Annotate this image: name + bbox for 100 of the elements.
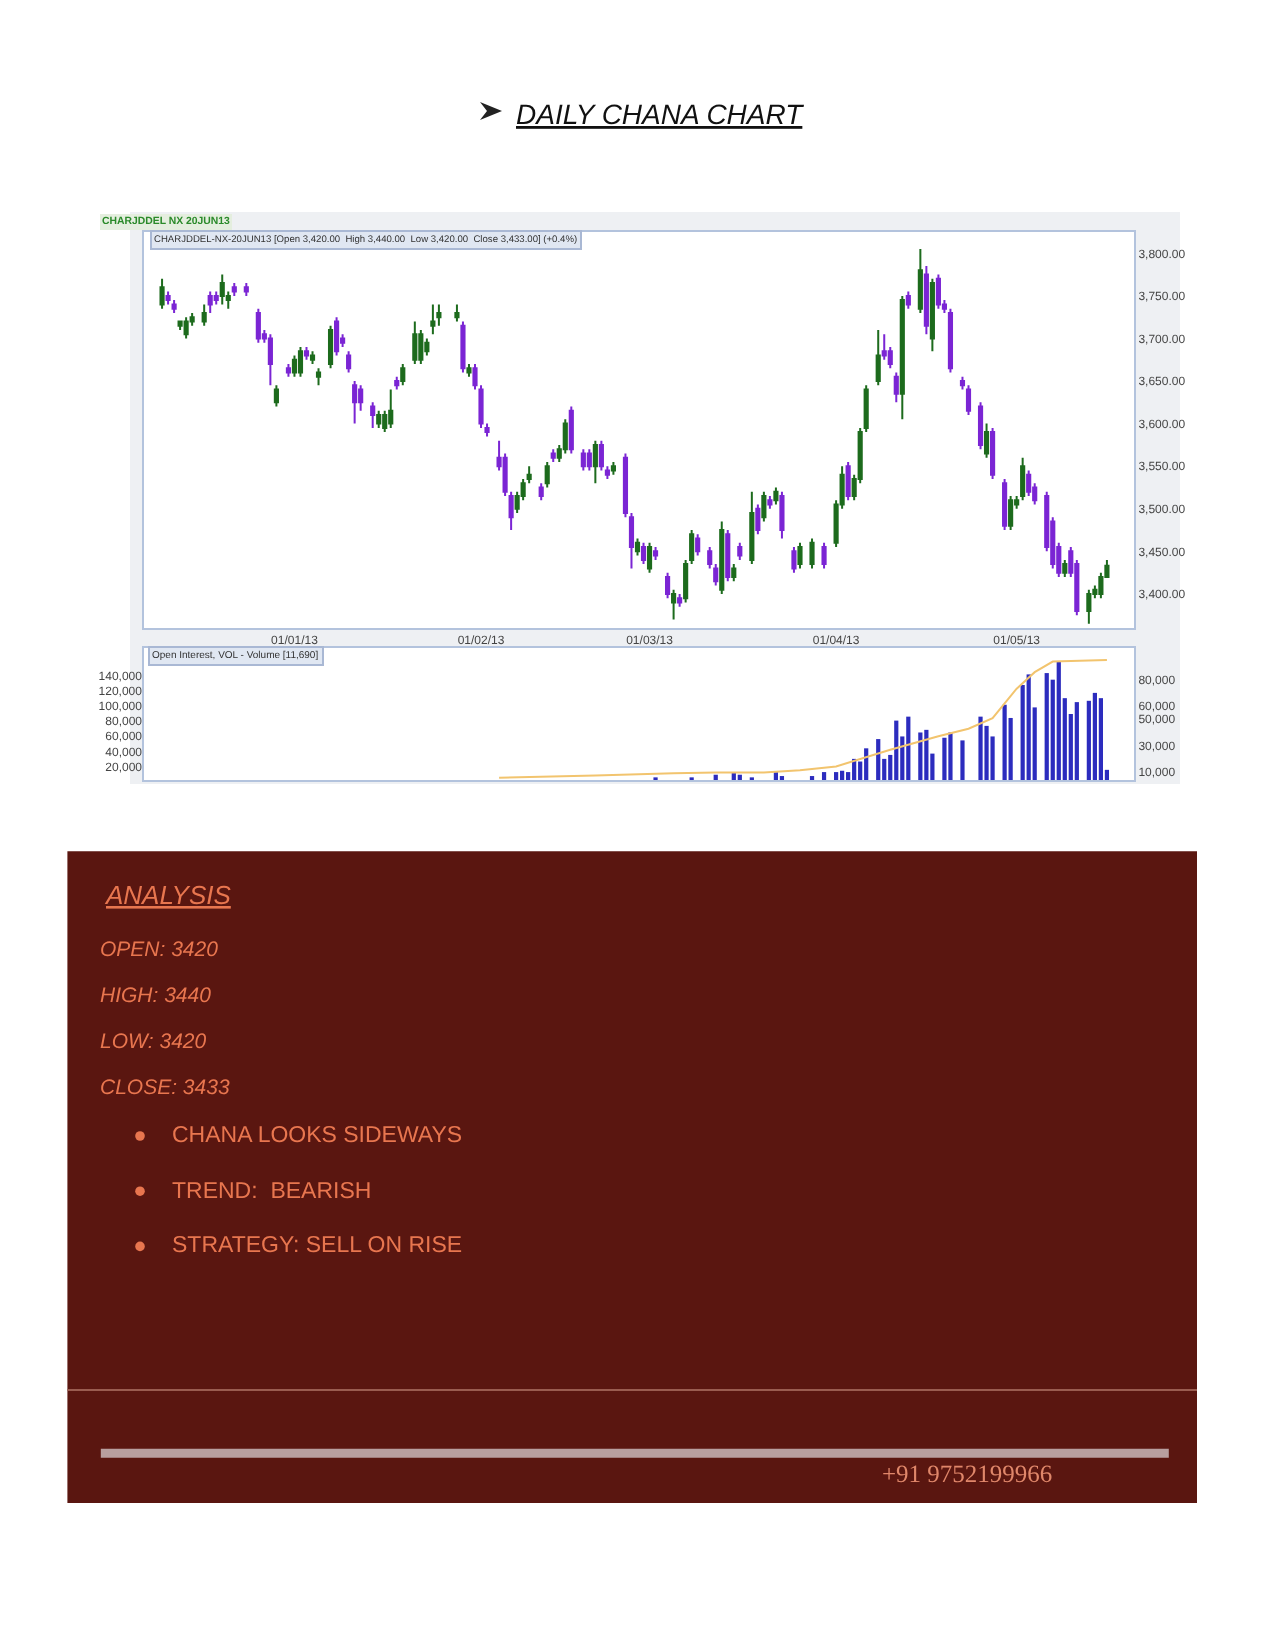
candlestick [634, 537, 641, 557]
candlestick [460, 320, 466, 374]
candlestick [376, 409, 382, 429]
text: +91 9752199966 [882, 1460, 1053, 1488]
candlestick [1026, 469, 1032, 497]
candlestick [177, 320, 183, 331]
candlestick [990, 426, 996, 480]
candlestick [965, 384, 972, 417]
text: CLOSE: 3433 [100, 1076, 230, 1100]
candlestick [400, 363, 406, 387]
candlestick [749, 490, 755, 566]
candlestick [418, 328, 424, 365]
candlestick [165, 290, 171, 306]
candlestick [267, 333, 273, 387]
candlestick [544, 460, 550, 489]
candlestick [213, 290, 219, 306]
candlestick [646, 541, 653, 574]
candlestick [881, 333, 887, 361]
candlestick [592, 439, 598, 485]
candlestick [737, 541, 743, 561]
text: HIGH: 3440 [100, 984, 212, 1008]
candlestick [562, 418, 568, 455]
candlestick [665, 571, 671, 600]
chart-title: DAILY CHANA CHART [516, 98, 806, 130]
candlestick [899, 294, 905, 421]
candlestick [207, 290, 213, 314]
candlestick [797, 541, 803, 570]
candlestick [1002, 477, 1008, 532]
candlestick [893, 371, 899, 404]
candlestick [309, 350, 316, 365]
candlestick [352, 380, 358, 425]
candlestick [791, 546, 797, 574]
candlestick [273, 384, 279, 408]
candlestick [767, 495, 773, 510]
candlestick [370, 401, 376, 429]
candlestick [436, 303, 442, 327]
candlestick [731, 563, 737, 583]
text: STRATEGY: SELL ON RISE [172, 1234, 463, 1258]
candlestick [454, 303, 460, 323]
candlestick [905, 290, 911, 310]
candlestick [761, 490, 767, 523]
candlestick [923, 265, 929, 336]
candlestick [983, 422, 990, 459]
candlestick [929, 277, 935, 353]
candlestick [809, 537, 815, 570]
candlestick [695, 533, 701, 557]
candlestick [219, 273, 225, 306]
candlestick [424, 337, 430, 357]
candlestick [315, 367, 322, 387]
candlestick [346, 350, 352, 374]
text: LOW: 3420 [100, 1030, 207, 1054]
candlestick [773, 486, 779, 506]
text: TREND: BEARISH [172, 1180, 372, 1204]
candlestick [947, 307, 954, 374]
candlestick [610, 460, 616, 476]
text: ANALYSIS [104, 880, 232, 910]
candlestick [580, 448, 586, 472]
candlestick [598, 439, 604, 472]
candlestick [875, 328, 881, 387]
candlestick [550, 448, 556, 463]
candlestick [671, 588, 677, 621]
candlestick [1020, 456, 1026, 502]
candlestick [1008, 495, 1014, 532]
candlestick [917, 248, 923, 314]
candlestick [327, 324, 334, 370]
candlestick [159, 277, 165, 310]
candlestick [334, 316, 340, 357]
candlestick [845, 460, 851, 502]
candlestick [388, 388, 394, 429]
candlestick [297, 345, 304, 378]
candlestick [821, 541, 827, 570]
text: CHANA LOOKS SIDEWAYS [172, 1124, 463, 1148]
candlestick [725, 529, 731, 583]
candlestick [285, 363, 292, 378]
candlestick [201, 303, 207, 327]
candlestick [1062, 558, 1068, 578]
candlestick [719, 520, 725, 595]
candlestick [755, 503, 761, 536]
candlestick [779, 490, 785, 540]
candlestick [640, 541, 647, 566]
candlestick [586, 448, 592, 472]
text: OPEN: 3420 [100, 938, 219, 962]
candlestick [171, 299, 177, 314]
candlestick [430, 303, 436, 336]
candlestick [1086, 588, 1092, 625]
candlestick [977, 401, 984, 451]
candlestick [568, 405, 574, 455]
candlestick [183, 316, 189, 340]
candlestick [677, 592, 683, 608]
candlestick [538, 482, 544, 502]
candlestick [291, 354, 298, 378]
candlestick [394, 375, 400, 391]
line-series [498, 659, 1108, 779]
candlestick [412, 320, 418, 365]
candlestick [466, 363, 472, 378]
candlestick [231, 282, 237, 297]
candlestick [243, 282, 249, 297]
candlestick [303, 345, 310, 361]
candlestick [255, 307, 261, 344]
candlestick [652, 546, 659, 561]
